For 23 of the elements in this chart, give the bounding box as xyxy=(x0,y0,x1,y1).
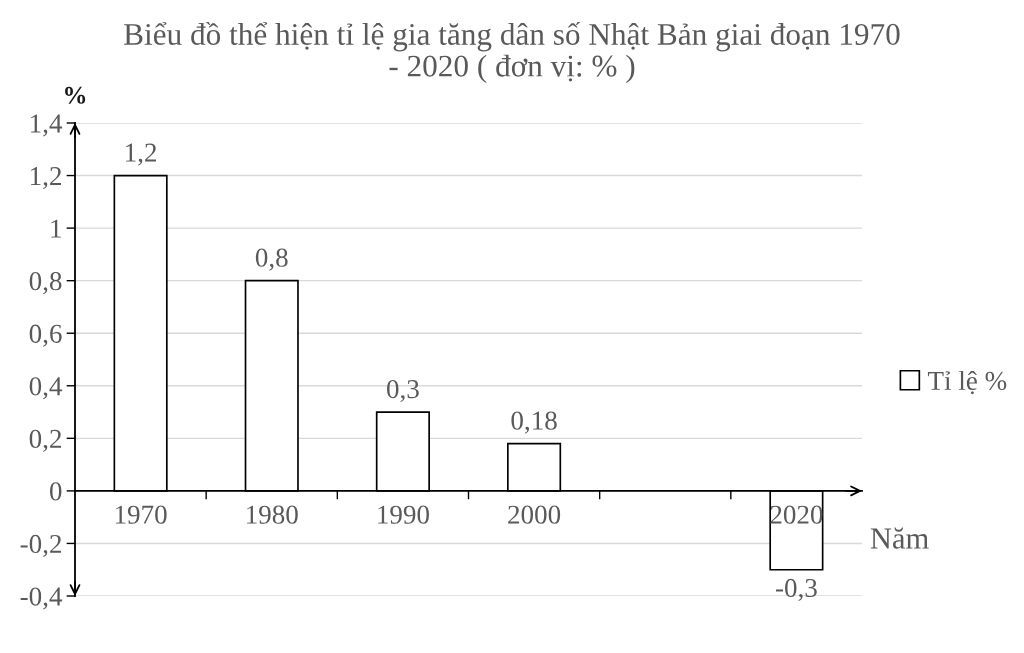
data-label: 1,2 xyxy=(126,143,157,166)
y-tick-label: 0,6 xyxy=(29,324,62,347)
y-tick-label: 0,2 xyxy=(29,429,62,452)
x-tick-label: 1990 xyxy=(378,505,429,524)
y-tick-label: -0,2 xyxy=(20,534,62,558)
y-tick-label: 1 xyxy=(51,219,61,238)
x-tick-label: 1970 xyxy=(115,505,167,524)
data-label: 0,8 xyxy=(255,248,288,271)
chart-title: Biểu đồ thể hiện tỉ lệ gia tăng dân số Nhật Bản giai đoạn 1970 - 2020 ( đơn vị: % ) xyxy=(124,22,900,83)
y-tick-label: 0,4 xyxy=(29,377,63,400)
y-tick-label: 1,4 xyxy=(31,114,63,137)
data-label: 0,3 xyxy=(387,379,419,403)
x-axis-title: Năm xyxy=(870,527,929,549)
y-tick-label: -0,4 xyxy=(20,587,63,610)
y-axis-title: % xyxy=(65,86,86,104)
x-tick-label: 1980 xyxy=(247,505,298,524)
y-tick-label: 0 xyxy=(49,482,62,501)
y-tick-label: 0,8 xyxy=(29,272,62,295)
x-tick-label: 2000 xyxy=(508,505,561,524)
y-tick-label: 1,2 xyxy=(31,167,62,190)
legend-label: Tỉ lệ % xyxy=(927,370,1007,395)
data-label: 0,18 xyxy=(511,411,557,434)
data-label: -0,3 xyxy=(775,578,817,602)
